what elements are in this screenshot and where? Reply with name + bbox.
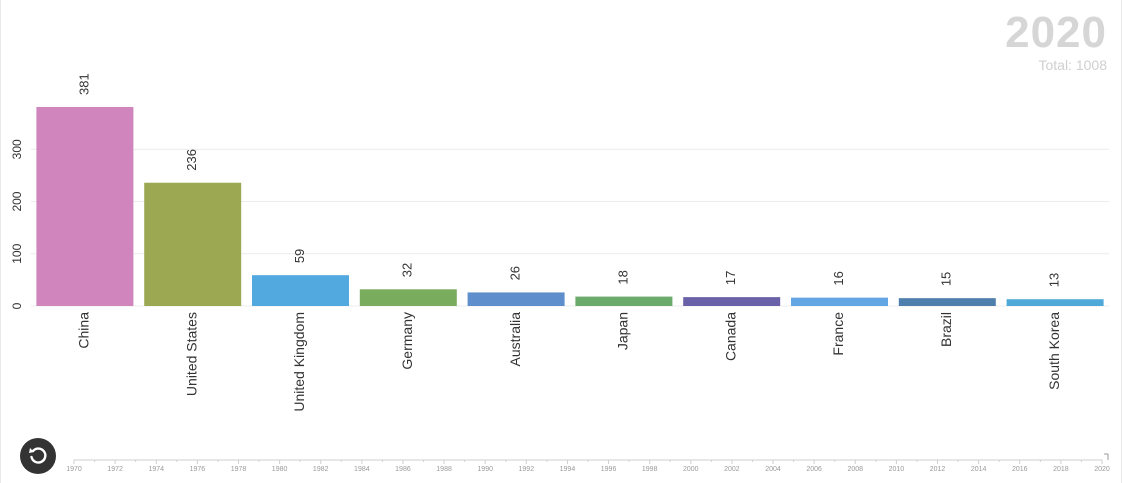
bar-value-label: 16: [831, 271, 846, 285]
timeline-tick-label: 1974: [148, 466, 164, 473]
category-label: Australia: [507, 312, 523, 367]
timeline-tick-label: 1982: [313, 466, 329, 473]
bar: [1006, 299, 1104, 306]
timeline-tick-label: 1998: [642, 466, 658, 473]
timeline-tick-label: 2010: [889, 466, 905, 473]
timeline-tick-label: 1996: [601, 466, 617, 473]
timeline-tick-label: 1994: [560, 466, 576, 473]
bar: [359, 289, 457, 306]
category-label: Japan: [615, 312, 631, 350]
bar-value-label: 13: [1047, 273, 1062, 287]
bar-value-label: 26: [508, 266, 523, 280]
bar-value-label: 32: [400, 263, 415, 277]
timeline-tick-label: 1976: [190, 466, 206, 473]
bar: [683, 297, 781, 306]
total-row: Total: 1008: [1038, 57, 1107, 73]
y-tick-label: 300: [10, 139, 24, 159]
timeline-tick-label: 1988: [436, 466, 452, 473]
timeline-tick-label: 2004: [765, 466, 781, 473]
category-label: China: [76, 312, 92, 349]
timeline-tick-label: 2002: [724, 466, 740, 473]
y-tick-label: 0: [10, 302, 24, 309]
timeline-tick-label: 1992: [519, 466, 535, 473]
timeline-tick-label: 2016: [1012, 466, 1028, 473]
timeline-tick-label: 1972: [107, 466, 123, 473]
bar: [252, 275, 349, 306]
bar-value-label: 17: [723, 271, 738, 285]
category-label: Canada: [722, 312, 738, 361]
category-label: Germany: [399, 312, 415, 370]
bar: [791, 297, 888, 306]
timeline-tick-label: 2012: [930, 466, 946, 473]
category-label: Brazil: [938, 312, 954, 347]
category-label: France: [830, 312, 846, 356]
bar-value-label: 18: [615, 270, 630, 284]
y-tick-label: 200: [10, 191, 24, 211]
bar: [144, 182, 242, 306]
bar-value-label: 59: [292, 249, 307, 263]
year-title: 2020: [1005, 8, 1107, 57]
timeline-tick-label: 2018: [1053, 466, 1069, 473]
bar: [467, 292, 565, 306]
bar-value-label: 381: [76, 73, 91, 95]
timeline-tick-label: 1986: [395, 466, 411, 473]
timeline-tick-label: 1978: [231, 466, 247, 473]
bar: [36, 107, 134, 306]
category-label: United Kingdom: [291, 312, 307, 412]
replay-button[interactable]: [20, 438, 56, 474]
bar-value-label: 15: [939, 272, 954, 286]
bar: [575, 296, 673, 306]
y-tick-label: 100: [10, 243, 24, 263]
category-label: United States: [183, 312, 199, 396]
timeline-tick-label: 2014: [971, 466, 987, 473]
timeline-tick-label: 1980: [272, 466, 288, 473]
category-label: South Korea: [1046, 312, 1062, 390]
timeline-tick-label: 1984: [354, 466, 370, 473]
timeline-tick-label: 1990: [477, 466, 493, 473]
timeline-tick-label: 2006: [806, 466, 822, 473]
timeline-tick-label: 2008: [847, 466, 863, 473]
total-value: 1008: [1075, 57, 1107, 73]
timeline-tick-label: 2000: [683, 466, 699, 473]
timeline-tick-label: 1970: [66, 466, 82, 473]
bar-value-label: 236: [184, 149, 199, 171]
timeline-tick-label: 2020: [1094, 466, 1110, 473]
total-label: Total:: [1038, 57, 1072, 73]
bar: [898, 298, 996, 306]
replay-icon: [29, 447, 47, 464]
